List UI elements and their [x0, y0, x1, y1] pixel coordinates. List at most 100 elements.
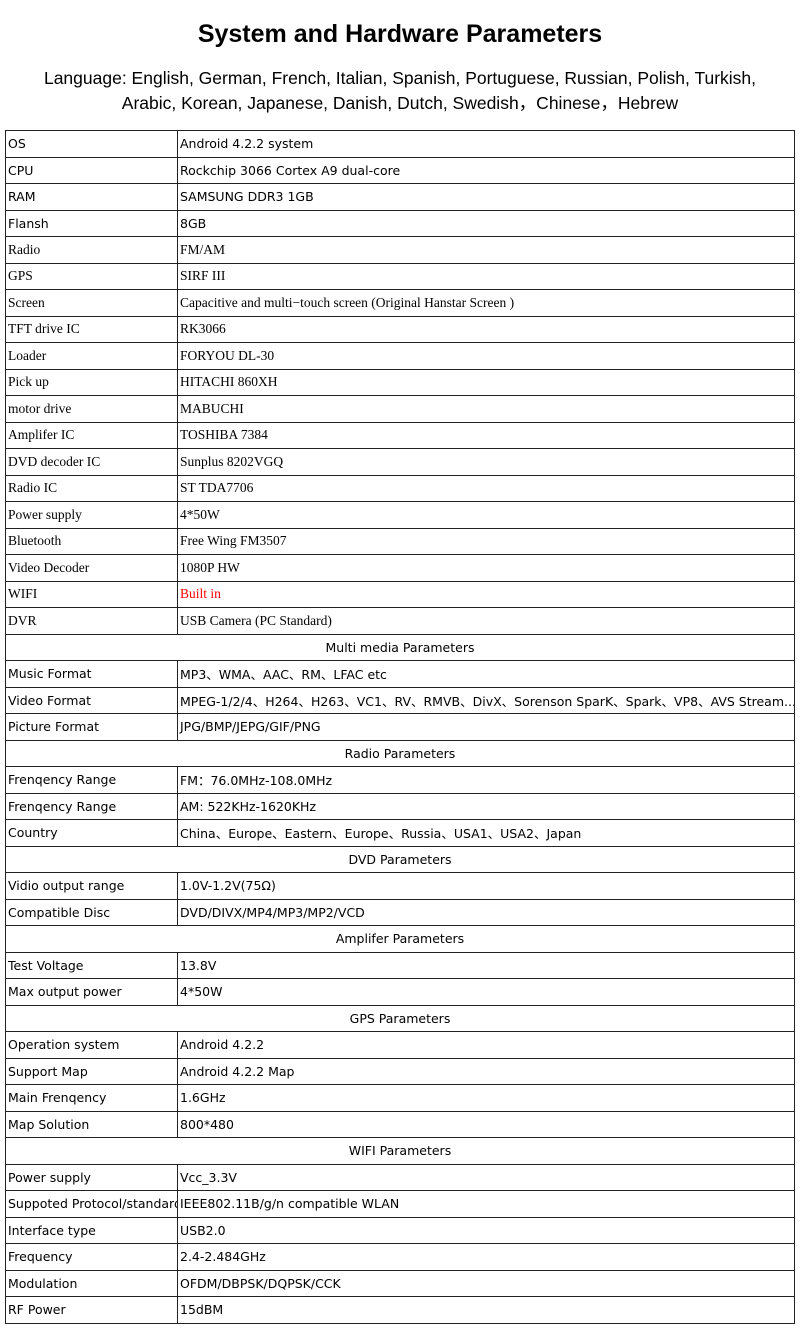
param-name: Modulation — [5, 1269, 178, 1297]
param-value: MP3、WMA、AAC、RM、LFAC etc — [177, 660, 795, 688]
table-row: Amplifer IC TOSHIBA 7384 — [5, 421, 795, 449]
table-row: Frenqency Range AM: 522KHz-1620KHz — [5, 792, 795, 820]
table-row: Video Format MPEG-1/2/4、H264、H263、VC1、RV、… — [5, 686, 795, 714]
param-value: FM：76.0MHz-108.0MHz — [177, 766, 795, 794]
param-value: HITACHI 860XH — [177, 368, 795, 396]
table-row: Flansh 8GB — [5, 209, 795, 237]
param-value: 13.8V — [177, 951, 795, 979]
param-value: Sunplus 8202VGQ — [177, 448, 795, 476]
param-value: SIRF III — [177, 262, 795, 290]
param-value: 2.4-2.484GHz — [177, 1243, 795, 1271]
param-value: 1080P HW — [177, 554, 795, 582]
section-header-row: WIFI Parameters — [5, 1137, 795, 1165]
param-name: Loader — [5, 342, 178, 370]
param-name: RF Power — [5, 1296, 178, 1324]
param-name: Music Format — [5, 660, 178, 688]
param-value: China、Europe、Eastern、Europe、Russia、USA1、… — [177, 819, 795, 847]
section-header-row: DVD Parameters — [5, 845, 795, 873]
table-row: Operation system Android 4.2.2 — [5, 1031, 795, 1059]
param-value: Android 4.2.2 Map — [177, 1057, 795, 1085]
param-value: SAMSUNG DDR3 1GB — [177, 183, 795, 211]
section-header-row: Multi media Parameters — [5, 633, 795, 661]
param-name: Vidio output range — [5, 872, 178, 900]
table-row: Power supply 4*50W — [5, 501, 795, 529]
table-row: Bluetooth Free Wing FM3507 — [5, 527, 795, 555]
section-header-row: Radio Parameters — [5, 739, 795, 767]
table-row: Vidio output range 1.0V-1.2V(75Ω) — [5, 872, 795, 900]
table-row: OS Android 4.2.2 system — [5, 130, 795, 158]
param-name: Power supply — [5, 1163, 178, 1191]
table-row: Video Decoder 1080P HW — [5, 554, 795, 582]
param-value: 4*50W — [177, 501, 795, 529]
param-name: Video Decoder — [5, 554, 178, 582]
section-title: DVD Parameters — [5, 845, 795, 873]
table-row: Radio IC ST TDA7706 — [5, 474, 795, 502]
table-row: DVD decoder IC Sunplus 8202VGQ — [5, 448, 795, 476]
language-line: Language: English, German, French, Itali… — [43, 68, 757, 88]
table-row: Interface type USB2.0 — [5, 1216, 795, 1244]
section-header-row: GPS Parameters — [5, 1004, 795, 1032]
param-value: OFDM/DBPSK/DQPSK/CCK — [177, 1269, 795, 1297]
param-value: TOSHIBA 7384 — [177, 421, 795, 449]
param-value: FM/AM — [177, 236, 795, 264]
param-name: Pick up — [5, 368, 178, 396]
table-row: Country China、Europe、Eastern、Europe、Russi… — [5, 819, 795, 847]
table-row: Suppoted Protocol/standard IEEE802.11B/g/… — [5, 1190, 795, 1218]
parameters-table: OS Android 4.2.2 system CPU Rockchip 3066 C… — [5, 130, 795, 1324]
param-value: 4*50W — [177, 978, 795, 1006]
param-name: CPU — [5, 156, 178, 184]
table-row: Test Voltage 13.8V — [5, 951, 795, 979]
param-value: 15dBM — [177, 1296, 795, 1324]
param-value: RK3066 — [177, 315, 795, 343]
section-title: WIFI Parameters — [5, 1137, 795, 1165]
param-value: MABUCHI — [177, 395, 795, 423]
table-row: RF Power 15dBM — [5, 1296, 795, 1324]
param-name: Support Map — [5, 1057, 178, 1085]
table-row: Max output power 4*50W — [5, 978, 795, 1006]
param-name: GPS — [5, 262, 178, 290]
param-value: JPG/BMP/JEPG/GIF/PNG — [177, 713, 795, 741]
param-name: Map Solution — [5, 1110, 178, 1138]
table-row: Pick up HITACHI 860XH — [5, 368, 795, 396]
table-row: Map Solution 800*480 — [5, 1110, 795, 1138]
table-row: GPS SIRF III — [5, 262, 795, 290]
param-name: Test Voltage — [5, 951, 178, 979]
param-name: DVR — [5, 607, 178, 635]
param-name: Operation system — [5, 1031, 178, 1059]
param-value: Built in — [177, 580, 795, 608]
param-value: Capacitive and multi−touch screen (Origi… — [177, 289, 795, 317]
section-title: Multi media Parameters — [5, 633, 795, 661]
param-value: 800*480 — [177, 1110, 795, 1138]
section-title: GPS Parameters — [5, 1004, 795, 1032]
param-name: Screen — [5, 289, 178, 317]
param-name: OS — [5, 130, 178, 158]
table-row: Support Map Android 4.2.2 Map — [5, 1057, 795, 1085]
param-name: Bluetooth — [5, 527, 178, 555]
param-value: FORYOU DL-30 — [177, 342, 795, 370]
param-value: USB2.0 — [177, 1216, 795, 1244]
param-name: motor drive — [5, 395, 178, 423]
table-row: Loader FORYOU DL-30 — [5, 342, 795, 370]
param-name: Interface type — [5, 1216, 178, 1244]
param-value: ST TDA7706 — [177, 474, 795, 502]
param-name: Compatible Disc — [5, 898, 178, 926]
param-name: WIFI — [5, 580, 178, 608]
param-name: Flansh — [5, 209, 178, 237]
param-value: Vcc_3.3V — [177, 1163, 795, 1191]
param-value: DVD/DIVX/MP4/MP3/MP2/VCD — [177, 898, 795, 926]
param-value: USB Camera (PC Standard) — [177, 607, 795, 635]
param-name: Video Format — [5, 686, 178, 714]
table-row: Modulation OFDM/DBPSK/DQPSK/CCK — [5, 1269, 795, 1297]
param-value: MPEG-1/2/4、H264、H263、VC1、RV、RMVB、DivX、So… — [177, 686, 795, 714]
param-value: Android 4.2.2 system — [177, 130, 795, 158]
table-row: Picture Format JPG/BMP/JEPG/GIF/PNG — [5, 713, 795, 741]
param-name: Main Frenqency — [5, 1084, 178, 1112]
table-row: Radio FM/AM — [5, 236, 795, 264]
param-value: Android 4.2.2 — [177, 1031, 795, 1059]
param-value: 1.6GHz — [177, 1084, 795, 1112]
section-title: Radio Parameters — [5, 739, 795, 767]
table-row: DVR USB Camera (PC Standard) — [5, 607, 795, 635]
section-title: Amplifer Parameters — [5, 925, 795, 953]
table-row: CPU Rockchip 3066 Cortex A9 dual-core — [5, 156, 795, 184]
param-name: Frenqency Range — [5, 792, 178, 820]
